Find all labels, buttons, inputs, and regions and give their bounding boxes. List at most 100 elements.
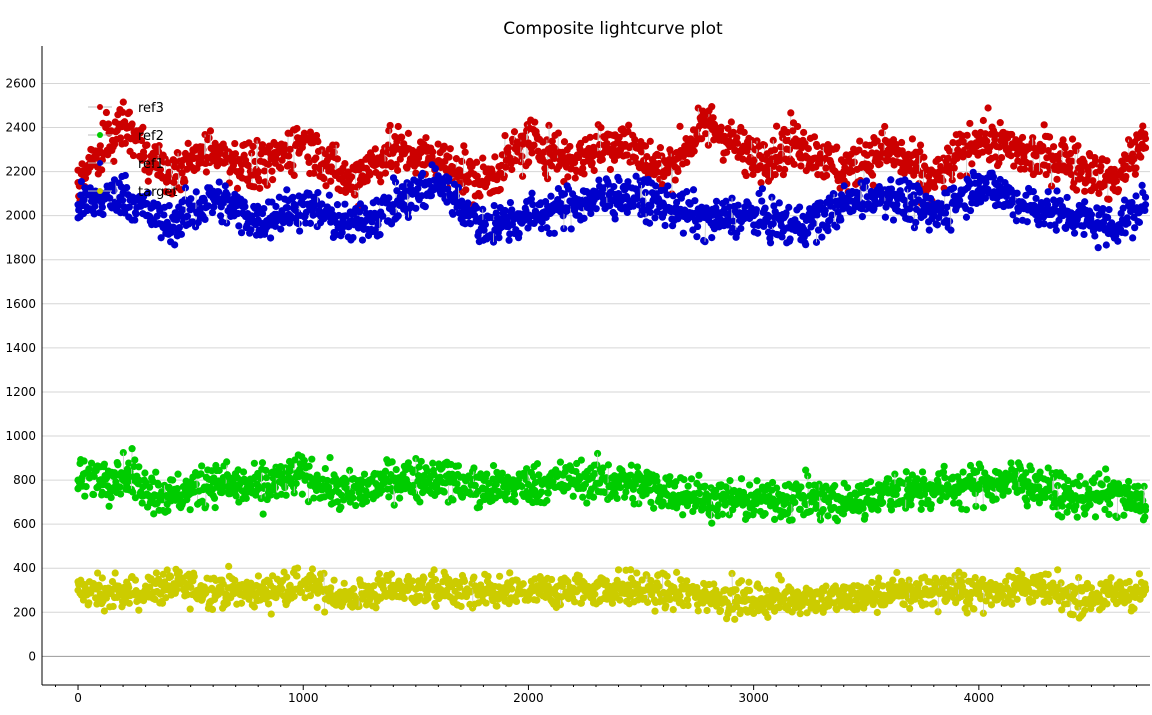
data-point-ref2 (198, 462, 206, 470)
data-point-ref3 (1018, 133, 1027, 142)
data-point-ref2 (429, 459, 437, 467)
data-point-ref2 (135, 463, 143, 471)
series-point-ref2 (299, 472, 307, 480)
data-point-ref2 (271, 484, 279, 492)
data-point-ref3 (508, 165, 516, 174)
data-point-ref2 (87, 459, 96, 467)
data-point-ref3 (892, 140, 900, 149)
connector-line (918, 151, 921, 184)
data-point-ref2 (726, 477, 734, 485)
data-point-target (111, 569, 119, 577)
data-point-ref2 (325, 483, 333, 491)
data-point-target (970, 605, 978, 613)
data-point-ref3 (956, 172, 964, 180)
data-point-ref3 (256, 184, 264, 192)
data-point-ref2 (1134, 482, 1142, 490)
data-point-target (982, 597, 990, 605)
data-point-ref2 (186, 506, 194, 514)
data-point-target (803, 609, 811, 617)
data-point-ref3 (646, 137, 654, 145)
data-point-ref3 (285, 152, 293, 160)
data-point-ref2 (583, 499, 591, 507)
data-point-ref3 (749, 170, 757, 179)
data-point-target (225, 562, 233, 570)
data-point-ref1 (90, 210, 98, 218)
data-point-ref2 (770, 515, 779, 523)
series-point-ref3 (795, 139, 803, 147)
data-point-target (985, 592, 994, 600)
data-point-ref3 (110, 157, 118, 165)
data-point-target (846, 597, 854, 606)
data-point-ref3 (979, 116, 987, 125)
data-point-ref2 (215, 466, 223, 475)
data-point-target (470, 573, 478, 581)
data-point-ref2 (718, 510, 727, 518)
data-point-ref2 (470, 464, 478, 472)
data-point-target (602, 577, 610, 585)
data-point-ref3 (797, 162, 805, 170)
series-point-ref3 (1065, 156, 1073, 165)
data-point-ref3 (643, 152, 651, 161)
data-point-ref3 (310, 169, 318, 177)
data-point-ref2 (258, 459, 267, 467)
data-point-ref2 (907, 501, 915, 509)
data-point-ref3 (916, 147, 924, 156)
data-point-target (79, 596, 88, 604)
data-point-ref2 (174, 470, 182, 478)
data-point-target (873, 608, 881, 617)
data-point-ref2 (286, 467, 294, 475)
series-ref1 (74, 161, 1150, 252)
data-point-ref2 (483, 470, 491, 478)
data-point-target (987, 601, 996, 609)
series-target (74, 562, 1150, 623)
data-point-ref3 (868, 171, 877, 179)
data-point-ref2 (695, 471, 703, 479)
data-point-target (375, 570, 383, 578)
data-point-ref2 (861, 511, 869, 520)
data-point-ref3 (237, 167, 245, 175)
data-point-ref3 (1066, 149, 1075, 158)
data-point-ref3 (1040, 121, 1048, 129)
data-point-ref2 (556, 458, 565, 466)
data-point-ref2 (416, 498, 424, 506)
data-point-ref2 (629, 494, 637, 503)
data-point-ref2 (1081, 510, 1089, 518)
data-point-ref2 (664, 491, 672, 500)
data-point-ref3 (476, 192, 484, 200)
data-point-ref2 (576, 474, 584, 483)
data-point-ref2 (1076, 472, 1084, 481)
data-point-ref3 (580, 170, 588, 178)
data-point-ref3 (502, 163, 510, 171)
data-point-ref3 (202, 168, 210, 176)
data-point-ref2 (458, 493, 467, 501)
data-point-ref3 (434, 140, 442, 148)
data-point-ref3 (579, 164, 587, 172)
data-point-ref2 (489, 462, 498, 470)
data-point-ref2 (959, 468, 967, 476)
data-point-ref3 (719, 156, 727, 164)
data-point-ref2 (415, 463, 423, 471)
data-point-ref3 (1068, 135, 1077, 143)
data-point-target (278, 585, 286, 593)
data-point-ref2 (791, 498, 799, 506)
data-point-ref2 (259, 510, 267, 518)
data-point-ref2 (753, 477, 761, 485)
data-point-ref2 (680, 476, 688, 484)
data-point-ref3 (743, 147, 751, 156)
data-point-ref2 (333, 498, 342, 506)
data-point-ref3 (1139, 122, 1147, 130)
data-point-ref3 (997, 153, 1006, 162)
data-point-target (1054, 566, 1062, 574)
connector-line (1078, 577, 1080, 619)
data-point-target (676, 592, 684, 600)
data-point-ref3 (531, 118, 539, 126)
series-point-target (840, 595, 848, 603)
data-point-target (237, 599, 246, 607)
data-point-ref3 (654, 168, 662, 176)
data-point-ref3 (1067, 170, 1075, 179)
data-point-ref3 (479, 154, 487, 162)
series-point-target (750, 597, 758, 605)
data-point-ref3 (530, 141, 538, 149)
data-point-ref2 (773, 484, 781, 492)
